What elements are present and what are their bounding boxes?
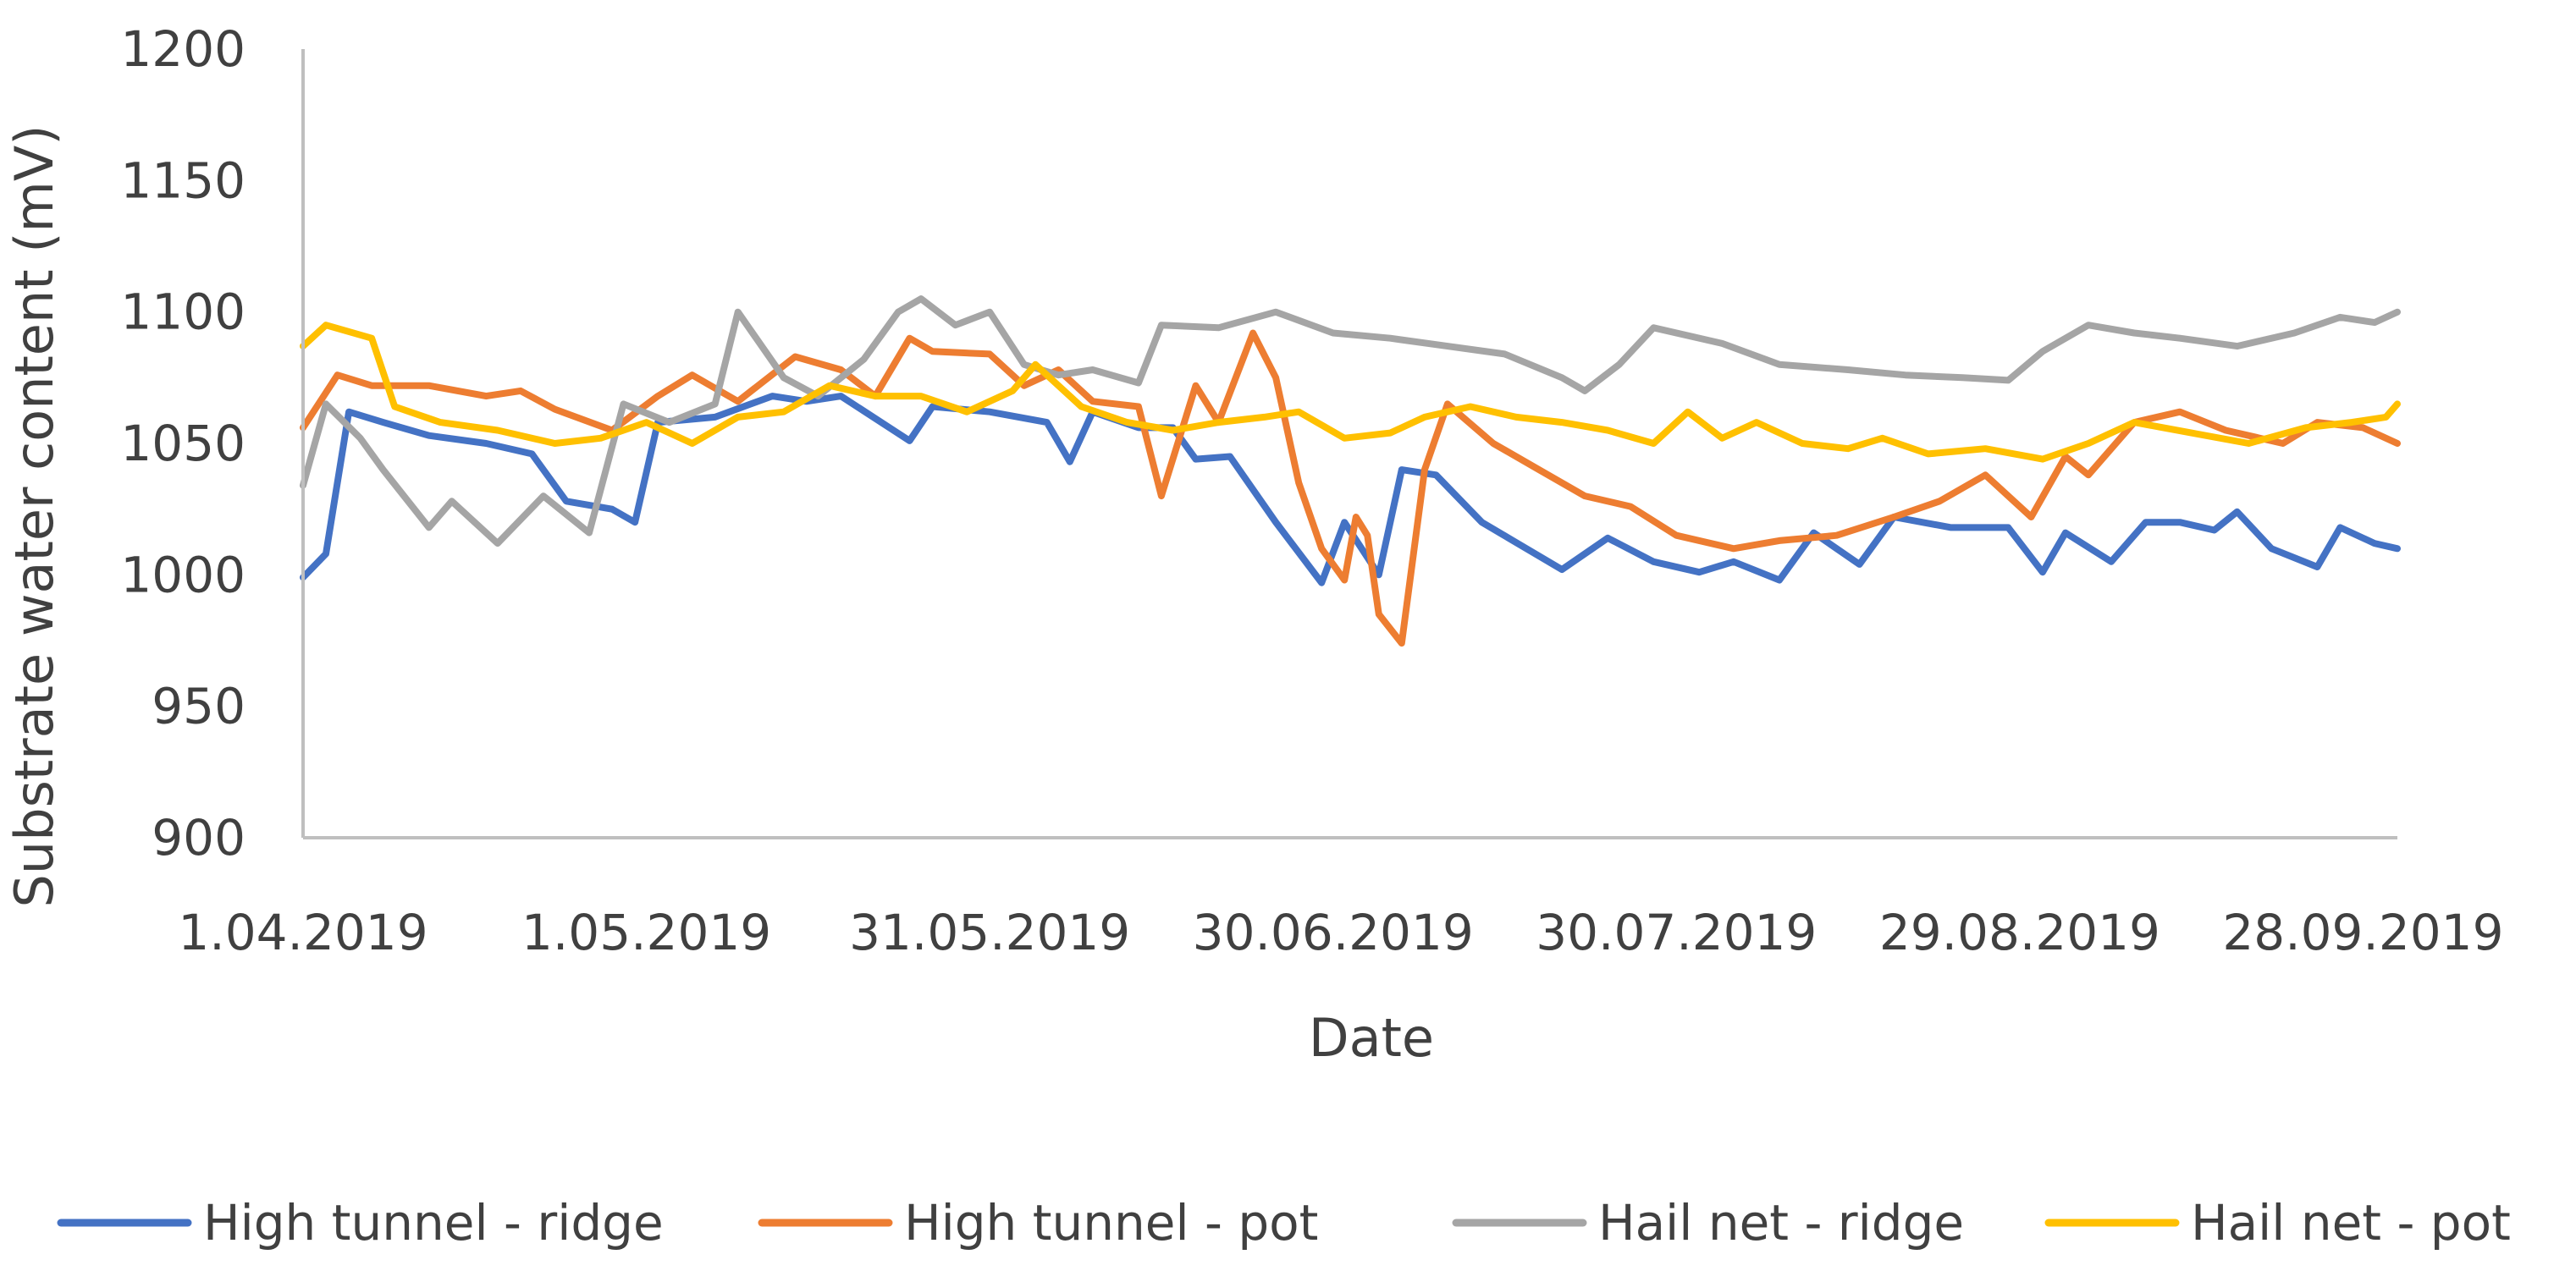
series-line-4 (300, 322, 2401, 463)
series-lines (300, 295, 2401, 647)
x-axis-title: Date (1309, 1007, 1434, 1069)
y-tick-label: 1150 (120, 151, 245, 209)
y-tick-label: 1100 (120, 283, 245, 341)
legend-label: High tunnel - pot (904, 1194, 1318, 1252)
y-axis-title: Substrate water content (mV) (3, 125, 65, 908)
y-tick-label: 1000 (120, 546, 245, 603)
y-tick-label: 900 (152, 809, 245, 867)
x-tick-label: 31.05.2019 (849, 904, 1130, 961)
series-line-3 (300, 295, 2401, 547)
legend-label: High tunnel - ridge (203, 1194, 664, 1252)
legend-label: Hail net - pot (2191, 1194, 2511, 1252)
y-tick-label: 1050 (120, 415, 245, 472)
legend: High tunnel - ridge High tunnel - pot Hail… (57, 1194, 2511, 1252)
x-tick-label: 1.05.2019 (521, 904, 771, 961)
legend-label: Hail net - ridge (1598, 1194, 1964, 1252)
x-axis-ticks: 1.04.2019 1.05.2019 31.05.2019 30.06.2019 30… (178, 904, 2503, 961)
series-line-1 (300, 393, 2401, 586)
x-tick-label: 1.04.2019 (178, 904, 427, 961)
x-tick-label: 29.08.2019 (1879, 904, 2160, 961)
y-axis-ticks: 900 950 1000 1050 1100 1150 1200 (120, 20, 245, 867)
y-tick-label: 1200 (120, 20, 245, 78)
x-tick-label: 30.07.2019 (1536, 904, 1817, 961)
y-tick-label: 950 (152, 678, 245, 735)
series-line-2 (300, 329, 2401, 647)
x-tick-label: 28.09.2019 (2222, 904, 2503, 961)
x-tick-label: 30.06.2019 (1193, 904, 1474, 961)
